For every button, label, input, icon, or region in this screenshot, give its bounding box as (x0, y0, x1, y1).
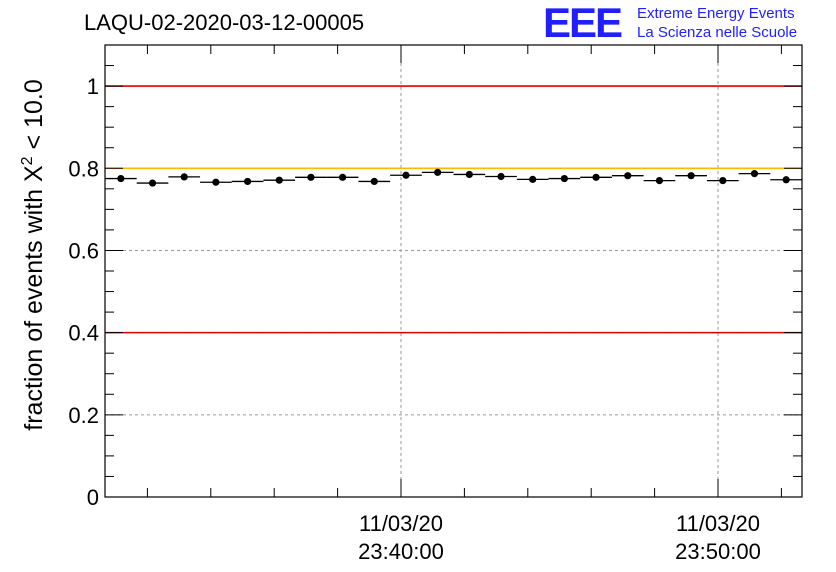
data-point (750, 170, 759, 178)
data-point (782, 176, 790, 184)
logo-text-line1: Extreme Energy Events (637, 5, 795, 22)
axis-layer: 0 0.2 0.4 0.6 0.8 1 11/03/20 23:40:00 11/03/20 23… (68, 44, 802, 564)
data-point (117, 174, 125, 183)
data-point (560, 174, 568, 183)
chart-title: LAQU-02-2020-03-12-00005 (84, 10, 365, 35)
data-point (307, 173, 315, 181)
data-point (465, 170, 473, 179)
y-axis-label: fraction of events with X2 < 10.0 (19, 79, 48, 430)
data-point (212, 178, 220, 186)
data-point (592, 173, 600, 181)
y-tick-label: 0.2 (68, 403, 99, 428)
data-point (687, 172, 695, 180)
logo-text-line2: La Scienza nelle Scuole (637, 24, 798, 41)
eee-logo: EEE (543, 0, 623, 46)
reference-lines (105, 85, 802, 334)
y-tick-label: 0.6 (68, 238, 99, 263)
data-point (370, 177, 378, 186)
data-point (243, 177, 252, 186)
data-point (497, 172, 505, 181)
data-point (624, 172, 632, 180)
data-point (180, 173, 188, 181)
grid-layer (105, 45, 802, 497)
data-point (529, 175, 537, 183)
plot-frame (104, 44, 803, 498)
data-point (339, 173, 347, 181)
data-layer (105, 168, 802, 187)
y-tick-label: 1 (87, 74, 99, 99)
y-tick-label: 0 (87, 485, 99, 510)
x-tick-label-date: 11/03/20 (359, 511, 443, 536)
x-tick-label-time: 23:50:00 (675, 539, 761, 564)
data-point (402, 171, 410, 179)
data-point (434, 168, 442, 176)
x-tick-label-date: 11/03/20 (676, 511, 760, 536)
data-point (275, 176, 283, 184)
y-tick-label: 0.4 (68, 321, 99, 346)
y-tick-label: 0.8 (68, 156, 99, 181)
data-point (655, 177, 664, 185)
data-point (148, 179, 157, 187)
x-tick-label-time: 23:40:00 (358, 539, 444, 564)
data-point (719, 177, 727, 185)
